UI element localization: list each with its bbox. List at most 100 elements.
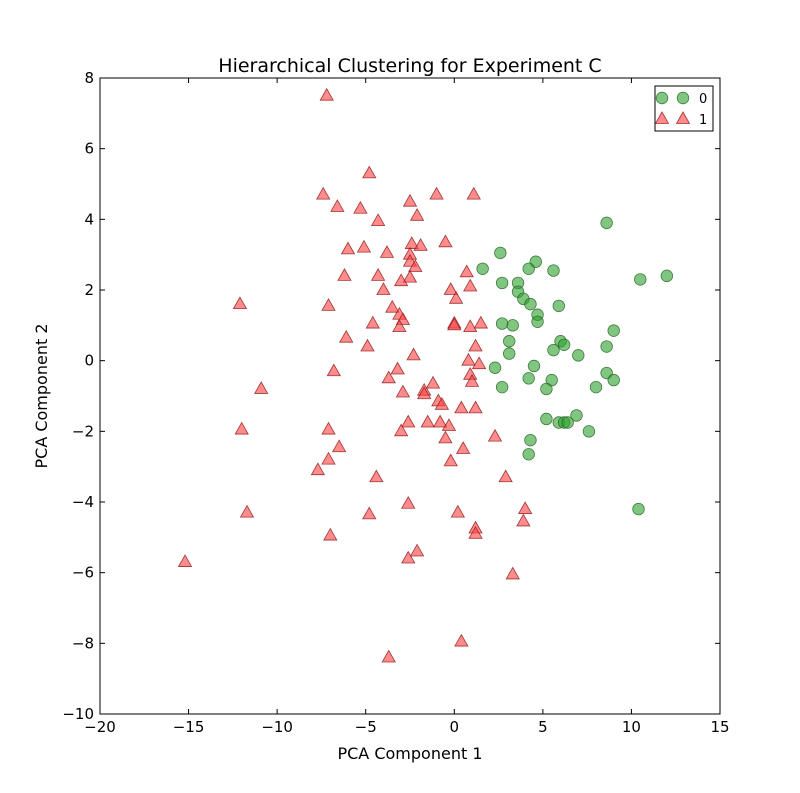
cluster-1-point	[416, 386, 432, 400]
cluster-0-point	[607, 373, 620, 387]
cluster-0-point	[589, 380, 603, 394]
cluster-0-point	[524, 297, 537, 311]
legend-label-0: 0	[699, 92, 707, 107]
cluster-1-point	[420, 414, 435, 428]
cluster-1-point	[450, 504, 466, 518]
cluster-1-point	[409, 543, 425, 557]
legend-items: 01	[654, 91, 707, 128]
cluster-0-point	[531, 315, 544, 329]
x-tick-label: 0	[450, 718, 460, 736]
cluster-0-point	[503, 347, 516, 360]
cluster-1-point	[447, 317, 462, 331]
x-tick-label: −20	[84, 718, 116, 736]
cluster-1-point	[393, 423, 409, 437]
cluster-1-point	[370, 268, 386, 281]
y-axis-label: PCA Component 2	[32, 323, 51, 468]
cluster-1-point	[454, 633, 469, 647]
cluster-1-point	[330, 199, 345, 212]
y-tick-label: −8	[72, 634, 94, 652]
cluster-1-point	[369, 469, 384, 483]
cluster-1-point	[323, 527, 338, 541]
cluster-0-point	[522, 448, 535, 461]
cluster-1-point	[353, 200, 368, 214]
cluster-1-point	[362, 165, 377, 179]
cluster-1-point	[392, 319, 407, 333]
cluster-1-point	[234, 421, 249, 435]
x-tick-label: 10	[622, 718, 641, 736]
cluster-1-point	[370, 213, 386, 227]
cluster-1-point	[471, 356, 487, 370]
cluster-1-point	[321, 451, 336, 465]
cluster-0-point	[522, 262, 535, 276]
cluster-1-point	[468, 525, 483, 539]
y-tick-label: 0	[84, 352, 94, 370]
cluster-1-point	[376, 282, 391, 295]
cluster-1-point	[337, 268, 352, 281]
cluster-0-point	[572, 349, 585, 362]
x-tick-label: −15	[173, 718, 205, 736]
legend-marker-1	[675, 111, 691, 124]
legend-marker-1	[654, 111, 670, 124]
cluster-1-point	[239, 504, 255, 518]
cluster-1-point	[429, 186, 444, 200]
cluster-0-point	[495, 276, 509, 290]
cluster-1-point	[393, 273, 409, 287]
cluster-1-point	[425, 375, 441, 389]
cluster-1-point	[448, 291, 464, 304]
cluster-0-point	[540, 412, 553, 426]
cluster-0-point	[632, 502, 645, 516]
cluster-0-point	[527, 359, 541, 373]
cluster-0-point	[552, 299, 566, 313]
y-tick-label: −10	[62, 705, 94, 723]
cluster-0-point	[634, 273, 647, 286]
cluster-1-point	[401, 495, 416, 509]
cluster-1-point	[441, 418, 457, 431]
legend-marker-0	[655, 91, 669, 105]
cluster-1-point	[395, 384, 411, 398]
points-layer	[177, 87, 674, 663]
cluster-1-point	[413, 238, 428, 251]
cluster-1-point	[406, 347, 421, 361]
cluster-0-point	[540, 382, 553, 396]
cluster-1-point	[459, 264, 474, 278]
y-tick-label: 8	[84, 69, 94, 87]
cluster-1-point	[316, 186, 331, 200]
cluster-1-point	[505, 566, 520, 580]
cluster-0-point	[582, 425, 596, 438]
cluster-0-point	[506, 319, 519, 332]
cluster-1-point	[356, 239, 372, 253]
cluster-0-point	[547, 264, 560, 277]
cluster-1-point	[321, 421, 336, 435]
cluster-0-point	[561, 416, 574, 429]
cluster-1-point	[434, 397, 450, 410]
cluster-1-point	[463, 278, 478, 292]
cluster-1-point	[473, 315, 489, 329]
cluster-1-point	[402, 269, 418, 283]
plot-frame	[99, 77, 721, 715]
x-tick-label: 15	[710, 718, 729, 736]
cluster-1-point	[232, 296, 248, 310]
x-tick-label: 5	[538, 718, 548, 736]
cluster-1-point	[331, 439, 347, 453]
cluster-0-point	[524, 433, 537, 447]
y-tick-label: −6	[72, 564, 94, 582]
cluster-1-point	[310, 462, 326, 476]
cluster-0-point	[600, 216, 613, 230]
cluster-1-point	[443, 453, 458, 467]
cluster-1-point	[466, 186, 481, 200]
cluster-0-point	[607, 324, 620, 337]
cluster-1-point	[517, 501, 533, 514]
cluster-1-point	[385, 299, 400, 313]
cluster-1-point	[468, 400, 483, 414]
cluster-1-point	[365, 315, 380, 329]
cluster-1-point	[401, 550, 416, 564]
cluster-0-point	[557, 338, 571, 351]
cluster-1-point	[487, 428, 503, 442]
legend-marker-0	[676, 91, 690, 105]
cluster-0-point	[570, 409, 583, 422]
cluster-1-point	[438, 430, 453, 444]
cluster-0-point	[547, 343, 560, 357]
cluster-1-point	[379, 245, 395, 258]
legend: 01	[654, 85, 714, 132]
